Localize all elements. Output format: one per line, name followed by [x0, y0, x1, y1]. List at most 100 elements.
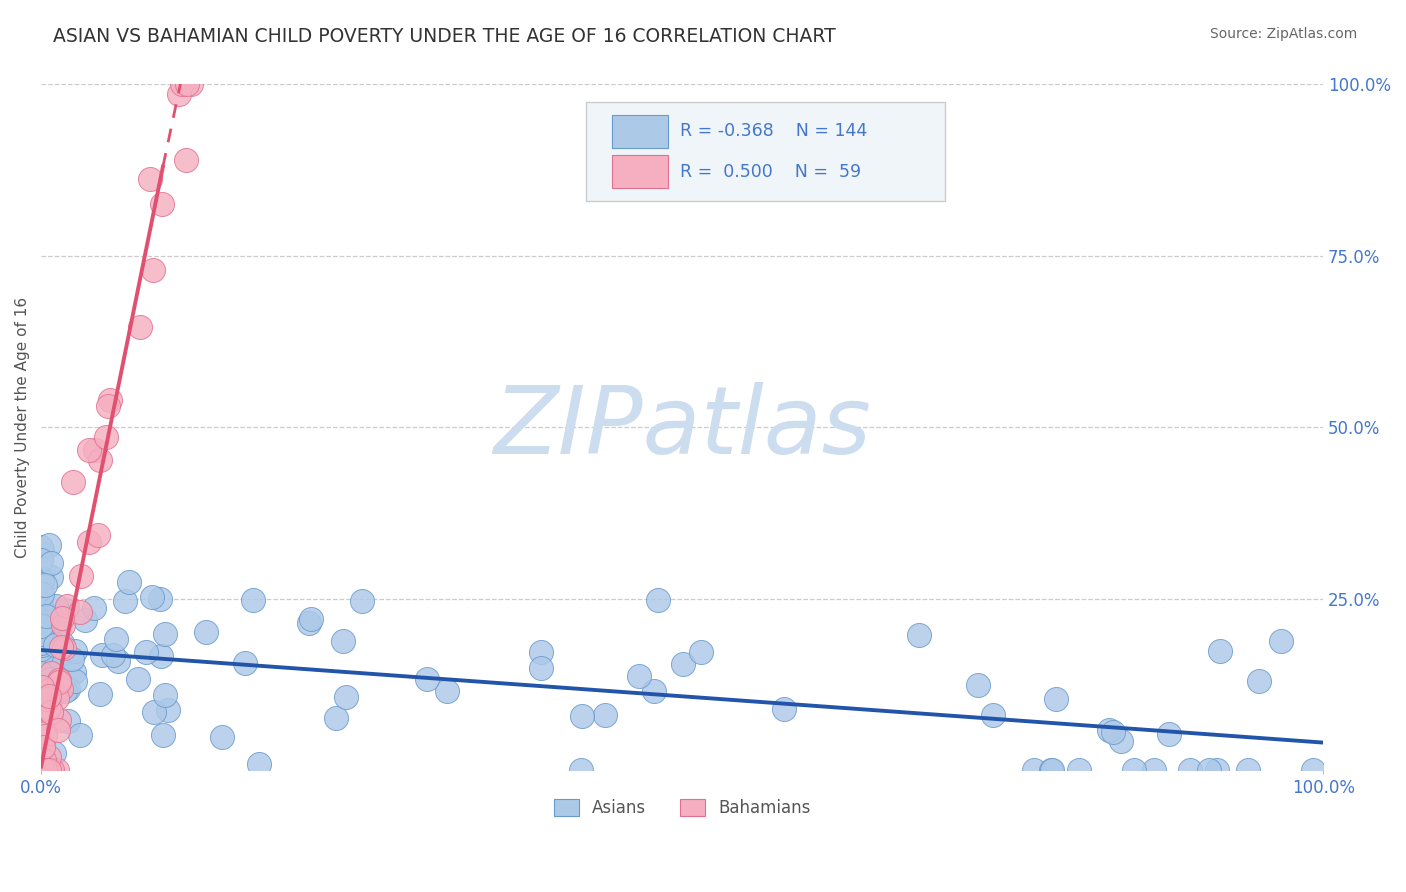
Point: [690, 645, 713, 659]
Point: [39, 657, 62, 672]
Point: [34, 763, 56, 777]
Point: [44, 638, 66, 652]
Point: [907, 628, 929, 642]
Point: [51, 611, 73, 625]
Point: [104, 632, 127, 647]
Point: [30, 686, 52, 700]
Point: [1143, 763, 1166, 777]
Point: [98, 392, 121, 407]
Point: [298, 615, 321, 630]
Point: [45, 690, 67, 705]
Point: [90, 648, 112, 662]
Point: [647, 593, 669, 607]
Point: [352, 594, 374, 608]
Point: [114, 593, 136, 607]
Point: [37, 683, 59, 698]
Point: [981, 708, 1004, 723]
Point: [194, 625, 217, 640]
Point: [30, 691, 52, 706]
Point: [31, 618, 53, 632]
Point: [31, 602, 53, 616]
Point: [38, 539, 60, 553]
Point: [31, 680, 53, 694]
Point: [30, 701, 52, 715]
FancyBboxPatch shape: [586, 102, 945, 201]
Point: [77, 535, 100, 549]
Point: [30, 658, 52, 673]
Point: [48, 673, 70, 688]
Point: [153, 688, 176, 702]
Point: [30, 665, 52, 680]
Point: [38, 690, 60, 704]
Point: [325, 711, 347, 725]
Point: [62, 475, 84, 490]
Point: [1198, 763, 1220, 777]
Point: [416, 673, 439, 687]
Point: [44, 685, 66, 699]
Point: [127, 672, 149, 686]
Point: [31, 671, 53, 685]
Point: [65, 644, 87, 658]
Point: [34, 675, 56, 690]
Point: [31, 627, 53, 641]
Point: [30, 644, 52, 658]
Point: [41, 763, 63, 777]
Point: [49, 640, 72, 655]
Point: [38, 614, 60, 628]
Point: [45, 599, 67, 613]
Point: [32, 739, 55, 754]
Point: [53, 603, 76, 617]
Point: [31, 624, 53, 638]
Point: [30, 632, 52, 646]
Point: [44, 668, 66, 682]
Point: [30, 636, 52, 650]
Point: [32, 605, 55, 619]
Point: [107, 654, 129, 668]
Point: [153, 627, 176, 641]
Point: [135, 645, 157, 659]
Point: [1098, 723, 1121, 737]
Point: [39, 763, 62, 777]
Point: [35, 758, 58, 772]
Point: [773, 702, 796, 716]
Point: [242, 592, 264, 607]
Point: [97, 399, 120, 413]
Point: [31, 763, 53, 777]
Point: [89, 687, 111, 701]
Point: [30, 626, 52, 640]
Point: [63, 674, 86, 689]
Point: [30, 686, 52, 700]
Point: [38, 763, 60, 777]
Point: [156, 703, 179, 717]
Point: [152, 728, 174, 742]
Point: [172, 78, 194, 92]
Point: [34, 682, 56, 697]
Point: [44, 746, 66, 760]
Point: [31, 572, 53, 586]
Point: [31, 665, 53, 680]
Point: [34, 725, 56, 739]
Point: [62, 652, 84, 666]
Point: [1045, 692, 1067, 706]
Point: [84, 443, 107, 458]
Point: [46, 651, 69, 665]
Point: [142, 263, 165, 277]
Point: [56, 599, 79, 614]
Point: [31, 632, 53, 646]
Point: [211, 730, 233, 744]
Point: [30, 540, 52, 554]
Point: [150, 196, 173, 211]
Point: [32, 763, 55, 777]
Point: [150, 649, 173, 664]
Point: [44, 624, 66, 639]
Point: [34, 763, 56, 777]
Point: [30, 596, 52, 610]
Point: [180, 78, 202, 92]
FancyBboxPatch shape: [612, 155, 668, 188]
Point: [32, 619, 55, 633]
Point: [31, 639, 53, 653]
Text: ZIPatlas: ZIPatlas: [494, 382, 872, 473]
Point: [335, 690, 357, 705]
Point: [31, 682, 53, 697]
Point: [53, 683, 76, 698]
